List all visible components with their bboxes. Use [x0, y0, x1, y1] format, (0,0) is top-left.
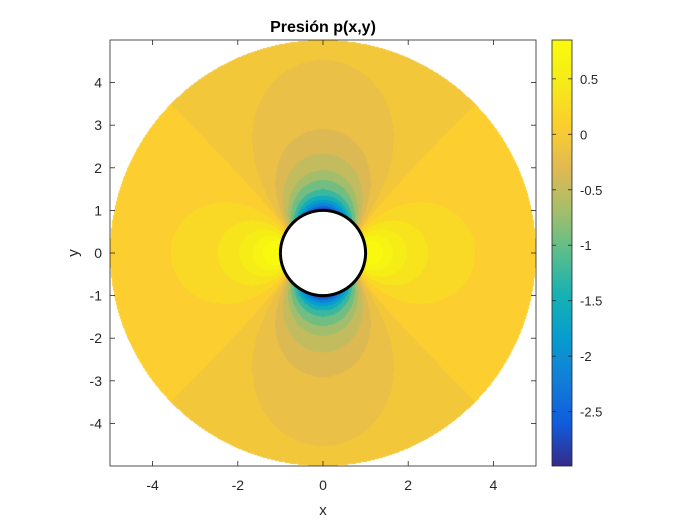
- y-tick-label: 0: [94, 245, 102, 261]
- y-axis-label: y: [65, 249, 82, 257]
- y-axis: -4 -3 -2 -1 0 1 2 3 4: [90, 75, 536, 431]
- y-tick-label: -2: [90, 330, 103, 346]
- y-tick-label: 4: [94, 75, 102, 91]
- colorbar-gradient: [551, 39, 573, 467]
- y-tick-label: 3: [94, 117, 102, 133]
- colorbar-tick-label: -1.5: [580, 294, 602, 309]
- colorbar-tick-label: -1: [580, 238, 592, 253]
- x-tick-label: 0: [319, 477, 327, 493]
- colorbar-tick-label: -2: [580, 349, 592, 364]
- colorbar-tick-label: -0.5: [580, 183, 602, 198]
- y-tick-label: 2: [94, 160, 102, 176]
- y-tick-label: -3: [90, 373, 103, 389]
- y-tick-label: -4: [90, 415, 103, 431]
- colorbar-tick-label: -2.5: [580, 405, 602, 420]
- y-tick-label: 1: [94, 202, 102, 218]
- x-tick-label: 2: [404, 477, 412, 493]
- x-axis: -4 -2 0 2 4: [146, 40, 498, 493]
- contour-plot: [110, 40, 536, 466]
- chart-title: Presión p(x,y): [270, 19, 376, 36]
- x-tick-label: -4: [146, 477, 159, 493]
- y-tick-label: -1: [90, 288, 103, 304]
- colorbar: 0.5 0 -0.5 -1 -1.5 -2 -2.5: [551, 39, 602, 467]
- colorbar-tick-label: 0.5: [580, 72, 598, 87]
- x-tick-label: 4: [490, 477, 498, 493]
- x-tick-label: -2: [232, 477, 245, 493]
- cylinder-boundary: [278, 208, 368, 298]
- colorbar-tick-label: 0: [580, 127, 587, 142]
- x-axis-label: x: [319, 502, 327, 519]
